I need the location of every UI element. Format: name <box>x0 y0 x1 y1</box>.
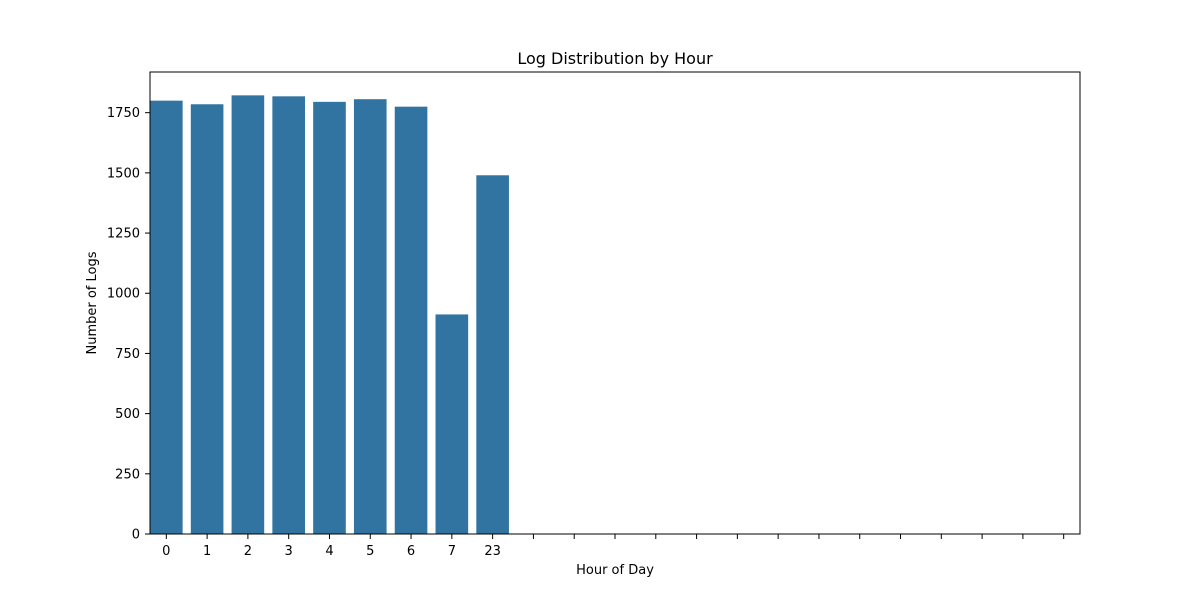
bar-hour-4 <box>313 101 346 534</box>
x-axis: 0 1 2 3 4 5 6 7 23 <box>162 534 1065 559</box>
y-tick-label: 250 <box>115 467 140 482</box>
bar-hour-2 <box>231 95 265 534</box>
bar-hour-1 <box>190 104 224 534</box>
x-axis-label: Hour of Day <box>576 563 654 578</box>
x-tick-label: 6 <box>407 544 415 559</box>
bar-hour-7 <box>435 314 469 534</box>
y-tick-label: 1750 <box>107 106 140 121</box>
x-tick-label: 7 <box>448 544 456 559</box>
bar-hour-0 <box>150 100 183 535</box>
x-tick-label: 2 <box>244 544 252 559</box>
chart-title: Log Distribution by Hour <box>517 49 713 68</box>
bar-hour-6 <box>394 106 428 535</box>
y-tick-label: 1000 <box>107 287 140 302</box>
y-axis-label: Number of Logs <box>85 251 100 354</box>
bar-hour-3 <box>272 96 305 534</box>
bar-hour-23 <box>476 175 509 534</box>
x-tick-label: 23 <box>484 544 501 559</box>
bars-group <box>150 95 509 535</box>
x-tick-label: 5 <box>366 544 374 559</box>
y-tick-label: 500 <box>115 407 140 422</box>
bar-hour-5 <box>353 99 387 534</box>
y-tick-label: 0 <box>132 528 140 543</box>
x-tick-label: 3 <box>285 544 293 559</box>
x-tick-label: 1 <box>203 544 211 559</box>
y-tick-label: 750 <box>115 347 140 362</box>
y-tick-label: 1250 <box>107 227 140 242</box>
y-tick-label: 1500 <box>107 166 140 181</box>
plot-frame <box>149 71 1081 535</box>
x-tick-label: 4 <box>325 544 333 559</box>
x-tick-label: 0 <box>162 544 170 559</box>
y-axis: 0 250 500 750 1000 1250 1500 1750 <box>107 106 150 543</box>
